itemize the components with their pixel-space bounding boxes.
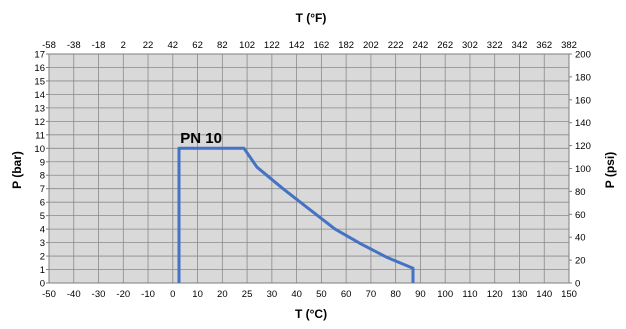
y-tick-label: 16 — [34, 63, 45, 74]
x2-tick-label: -18 — [92, 40, 106, 51]
x-tick-label: 150 — [561, 289, 577, 300]
y2-tick-label: 160 — [575, 95, 591, 106]
x2-tick-label: 2 — [121, 40, 126, 51]
x2-tick-label: 162 — [313, 40, 329, 51]
y-tick-label: 12 — [34, 117, 45, 128]
y-tick-label: 17 — [34, 50, 45, 61]
y2-tick-label: 180 — [575, 72, 591, 83]
x-tick-label: 60 — [341, 289, 352, 300]
y2-tick-label: 20 — [575, 256, 586, 267]
x2-tick-label: 42 — [168, 40, 179, 51]
x2-tick-label: 122 — [264, 40, 280, 51]
x-tick-label: 70 — [366, 289, 377, 300]
x2-axis-ticks-fahrenheit: -58 -38 -18 2 22 42 62 82 102 122 142 162 182 202 222 2… — [42, 40, 577, 51]
x-tick-label: -50 — [42, 289, 56, 300]
x2-tick-label: 302 — [462, 40, 478, 51]
x-axis-ticks-celsius: -50 -40 -30 -20 -10 0 10 20 25 30 40 50 60 70 80 90 100 1… — [42, 289, 577, 300]
x2-tick-label: 182 — [338, 40, 354, 51]
y-axis-title: P (bar) — [10, 151, 24, 189]
x-tick-label: 20 — [217, 289, 228, 300]
y-tick-label: 4 — [40, 225, 45, 236]
x-tick-label: 50 — [316, 289, 327, 300]
y-tick-label: 9 — [40, 157, 45, 168]
annotations: PN 10 — [180, 130, 222, 147]
y-tick-label: 0 — [40, 279, 45, 290]
x-tick-label: 40 — [291, 289, 302, 300]
x-tick-label: -10 — [141, 289, 155, 300]
y2-axis-title: P (psi) — [603, 152, 617, 188]
y2-tick-label: 40 — [575, 233, 586, 244]
x-tick-label: 30 — [267, 289, 278, 300]
y2-tick-label: 140 — [575, 118, 591, 129]
x-tick-label: 80 — [390, 289, 401, 300]
plot-area — [49, 54, 569, 283]
x2-tick-label: 102 — [239, 40, 255, 51]
y-tick-label: 10 — [34, 144, 45, 155]
y2-tick-label: 60 — [575, 210, 586, 221]
x-tick-label: 120 — [487, 289, 503, 300]
y2-tick-label: 100 — [575, 164, 591, 175]
x2-tick-label: 242 — [412, 40, 428, 51]
y2-tick-label: 120 — [575, 141, 591, 152]
y-tick-label: 13 — [34, 103, 45, 114]
x-tick-label: 110 — [462, 289, 477, 300]
x2-axis-title: T (°F) — [296, 11, 327, 25]
x2-tick-label: 262 — [437, 40, 453, 51]
x-tick-label: 10 — [192, 289, 203, 300]
y-tick-label: 7 — [40, 184, 45, 195]
x-tick-label: 0 — [170, 289, 175, 300]
x-tick-label: -20 — [116, 289, 130, 300]
x-tick-label: 130 — [512, 289, 528, 300]
x-tick-label: 90 — [415, 289, 426, 300]
x2-tick-label: 362 — [536, 40, 552, 51]
y-tick-label: 3 — [40, 238, 45, 249]
y2-tick-label: 80 — [575, 187, 586, 198]
x2-tick-label: -38 — [67, 40, 81, 51]
x2-tick-label: 322 — [487, 40, 503, 51]
y2-axis-ticks-psi: 0 20 40 60 80 100 120 140 160 180 200 — [569, 50, 591, 290]
y-tick-label: 14 — [34, 90, 45, 101]
x2-tick-label: 202 — [363, 40, 379, 51]
y-tick-label: 11 — [35, 130, 45, 141]
x-tick-label: 140 — [536, 289, 552, 300]
y-tick-label: 5 — [40, 211, 45, 222]
y2-tick-label: 200 — [575, 50, 591, 61]
y-tick-label: 1 — [40, 265, 45, 276]
x2-tick-label: 342 — [512, 40, 528, 51]
x2-tick-label: 22 — [143, 40, 154, 51]
y-tick-label: 6 — [40, 198, 45, 209]
x2-tick-label: 82 — [217, 40, 228, 51]
y-tick-label: 2 — [40, 252, 45, 263]
x-axis-title: T (°C) — [295, 307, 327, 321]
x-tick-label: -30 — [92, 289, 106, 300]
x2-tick-label: 62 — [192, 40, 203, 51]
y2-tick-label: 0 — [575, 279, 580, 290]
x-tick-label: -40 — [67, 289, 81, 300]
x-tick-label: 100 — [437, 289, 453, 300]
y-tick-label: 8 — [40, 171, 45, 182]
x-tick-label: 25 — [242, 289, 253, 300]
x2-tick-label: 222 — [388, 40, 404, 51]
annotation-pn-10: PN 10 — [180, 130, 222, 147]
x2-tick-label: 142 — [289, 40, 305, 51]
y-tick-label: 15 — [34, 76, 45, 87]
plot-background — [49, 54, 569, 283]
